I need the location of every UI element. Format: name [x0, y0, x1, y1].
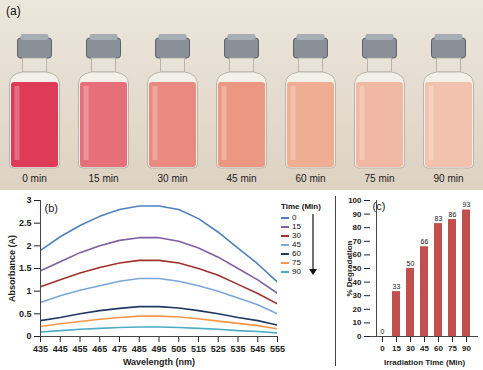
svg-text:33: 33 [393, 283, 401, 290]
svg-text:555: 555 [270, 344, 285, 354]
html-text:90: 90 [292, 267, 301, 276]
svg-text:3: 3 [26, 195, 31, 205]
svg-text:75 min: 75 min [364, 173, 394, 184]
svg-text:(a): (a) [6, 4, 21, 18]
svg-text:70: 70 [352, 236, 362, 246]
svg-text:45 min: 45 min [226, 173, 256, 184]
svg-text:(c): (c) [373, 200, 386, 212]
svg-text:495: 495 [151, 344, 166, 354]
svg-text:0 min: 0 min [22, 173, 46, 184]
svg-text:(b): (b) [45, 202, 58, 214]
svg-text:100: 100 [348, 196, 362, 205]
svg-text:90: 90 [462, 344, 471, 353]
svg-text:515: 515 [191, 344, 206, 354]
svg-text:0: 0 [380, 344, 385, 353]
svg-text:15: 15 [392, 344, 401, 353]
svg-text:Irradiation Time (Min): Irradiation Time (Min) [384, 358, 466, 367]
svg-text:435: 435 [33, 344, 48, 354]
svg-text:60: 60 [434, 344, 443, 353]
svg-text:10: 10 [353, 318, 362, 327]
svg-text:80: 80 [353, 223, 362, 232]
svg-text:445: 445 [53, 344, 68, 354]
html-text:Time (Min): Time (Min) [281, 202, 321, 211]
svg-text:Absorbance (A): Absorbance (A) [7, 235, 17, 302]
svg-text:30: 30 [406, 344, 415, 353]
svg-text:465: 465 [92, 344, 107, 354]
svg-text:20: 20 [353, 305, 362, 314]
svg-text:60: 60 [352, 250, 362, 260]
svg-text:0.5: 0.5 [19, 309, 32, 319]
svg-text:0: 0 [381, 328, 385, 335]
svg-text:535: 535 [230, 344, 245, 354]
svg-text:45: 45 [420, 344, 429, 353]
html-text:60: 60 [292, 249, 301, 258]
html-text:30: 30 [292, 231, 301, 240]
svg-text:2: 2 [26, 241, 31, 251]
svg-text:455: 455 [72, 344, 87, 354]
svg-text:60 min: 60 min [295, 173, 325, 184]
svg-text:90: 90 [353, 210, 362, 219]
svg-text:% Degradation: % Degradation [345, 240, 354, 296]
svg-text:2.5: 2.5 [19, 218, 32, 228]
svg-text:485: 485 [132, 344, 147, 354]
svg-text:475: 475 [112, 344, 127, 354]
svg-text:90 min: 90 min [433, 173, 463, 184]
html-text:45: 45 [292, 240, 301, 249]
svg-text:15 min: 15 min [88, 173, 118, 184]
svg-text:40: 40 [352, 277, 362, 287]
svg-text:93: 93 [463, 201, 471, 208]
svg-text:1: 1 [26, 286, 31, 296]
svg-text:83: 83 [435, 215, 443, 222]
svg-text:50: 50 [352, 264, 362, 274]
html-text:75: 75 [292, 258, 301, 267]
svg-text:0: 0 [26, 331, 31, 341]
svg-text:0: 0 [357, 332, 362, 341]
svg-text:75: 75 [448, 344, 457, 353]
svg-text:545: 545 [250, 344, 265, 354]
svg-text:66: 66 [421, 238, 429, 245]
svg-text:1.5: 1.5 [19, 263, 32, 273]
svg-text:525: 525 [211, 344, 226, 354]
svg-text:Wavelength (nm): Wavelength (nm) [123, 357, 195, 367]
svg-text:30: 30 [352, 291, 362, 301]
svg-text:50: 50 [407, 260, 415, 267]
svg-text:505: 505 [171, 344, 186, 354]
svg-text:30 min: 30 min [157, 173, 187, 184]
svg-text:86: 86 [449, 211, 457, 218]
html-text:15: 15 [292, 222, 301, 231]
html-text:0: 0 [292, 213, 297, 222]
